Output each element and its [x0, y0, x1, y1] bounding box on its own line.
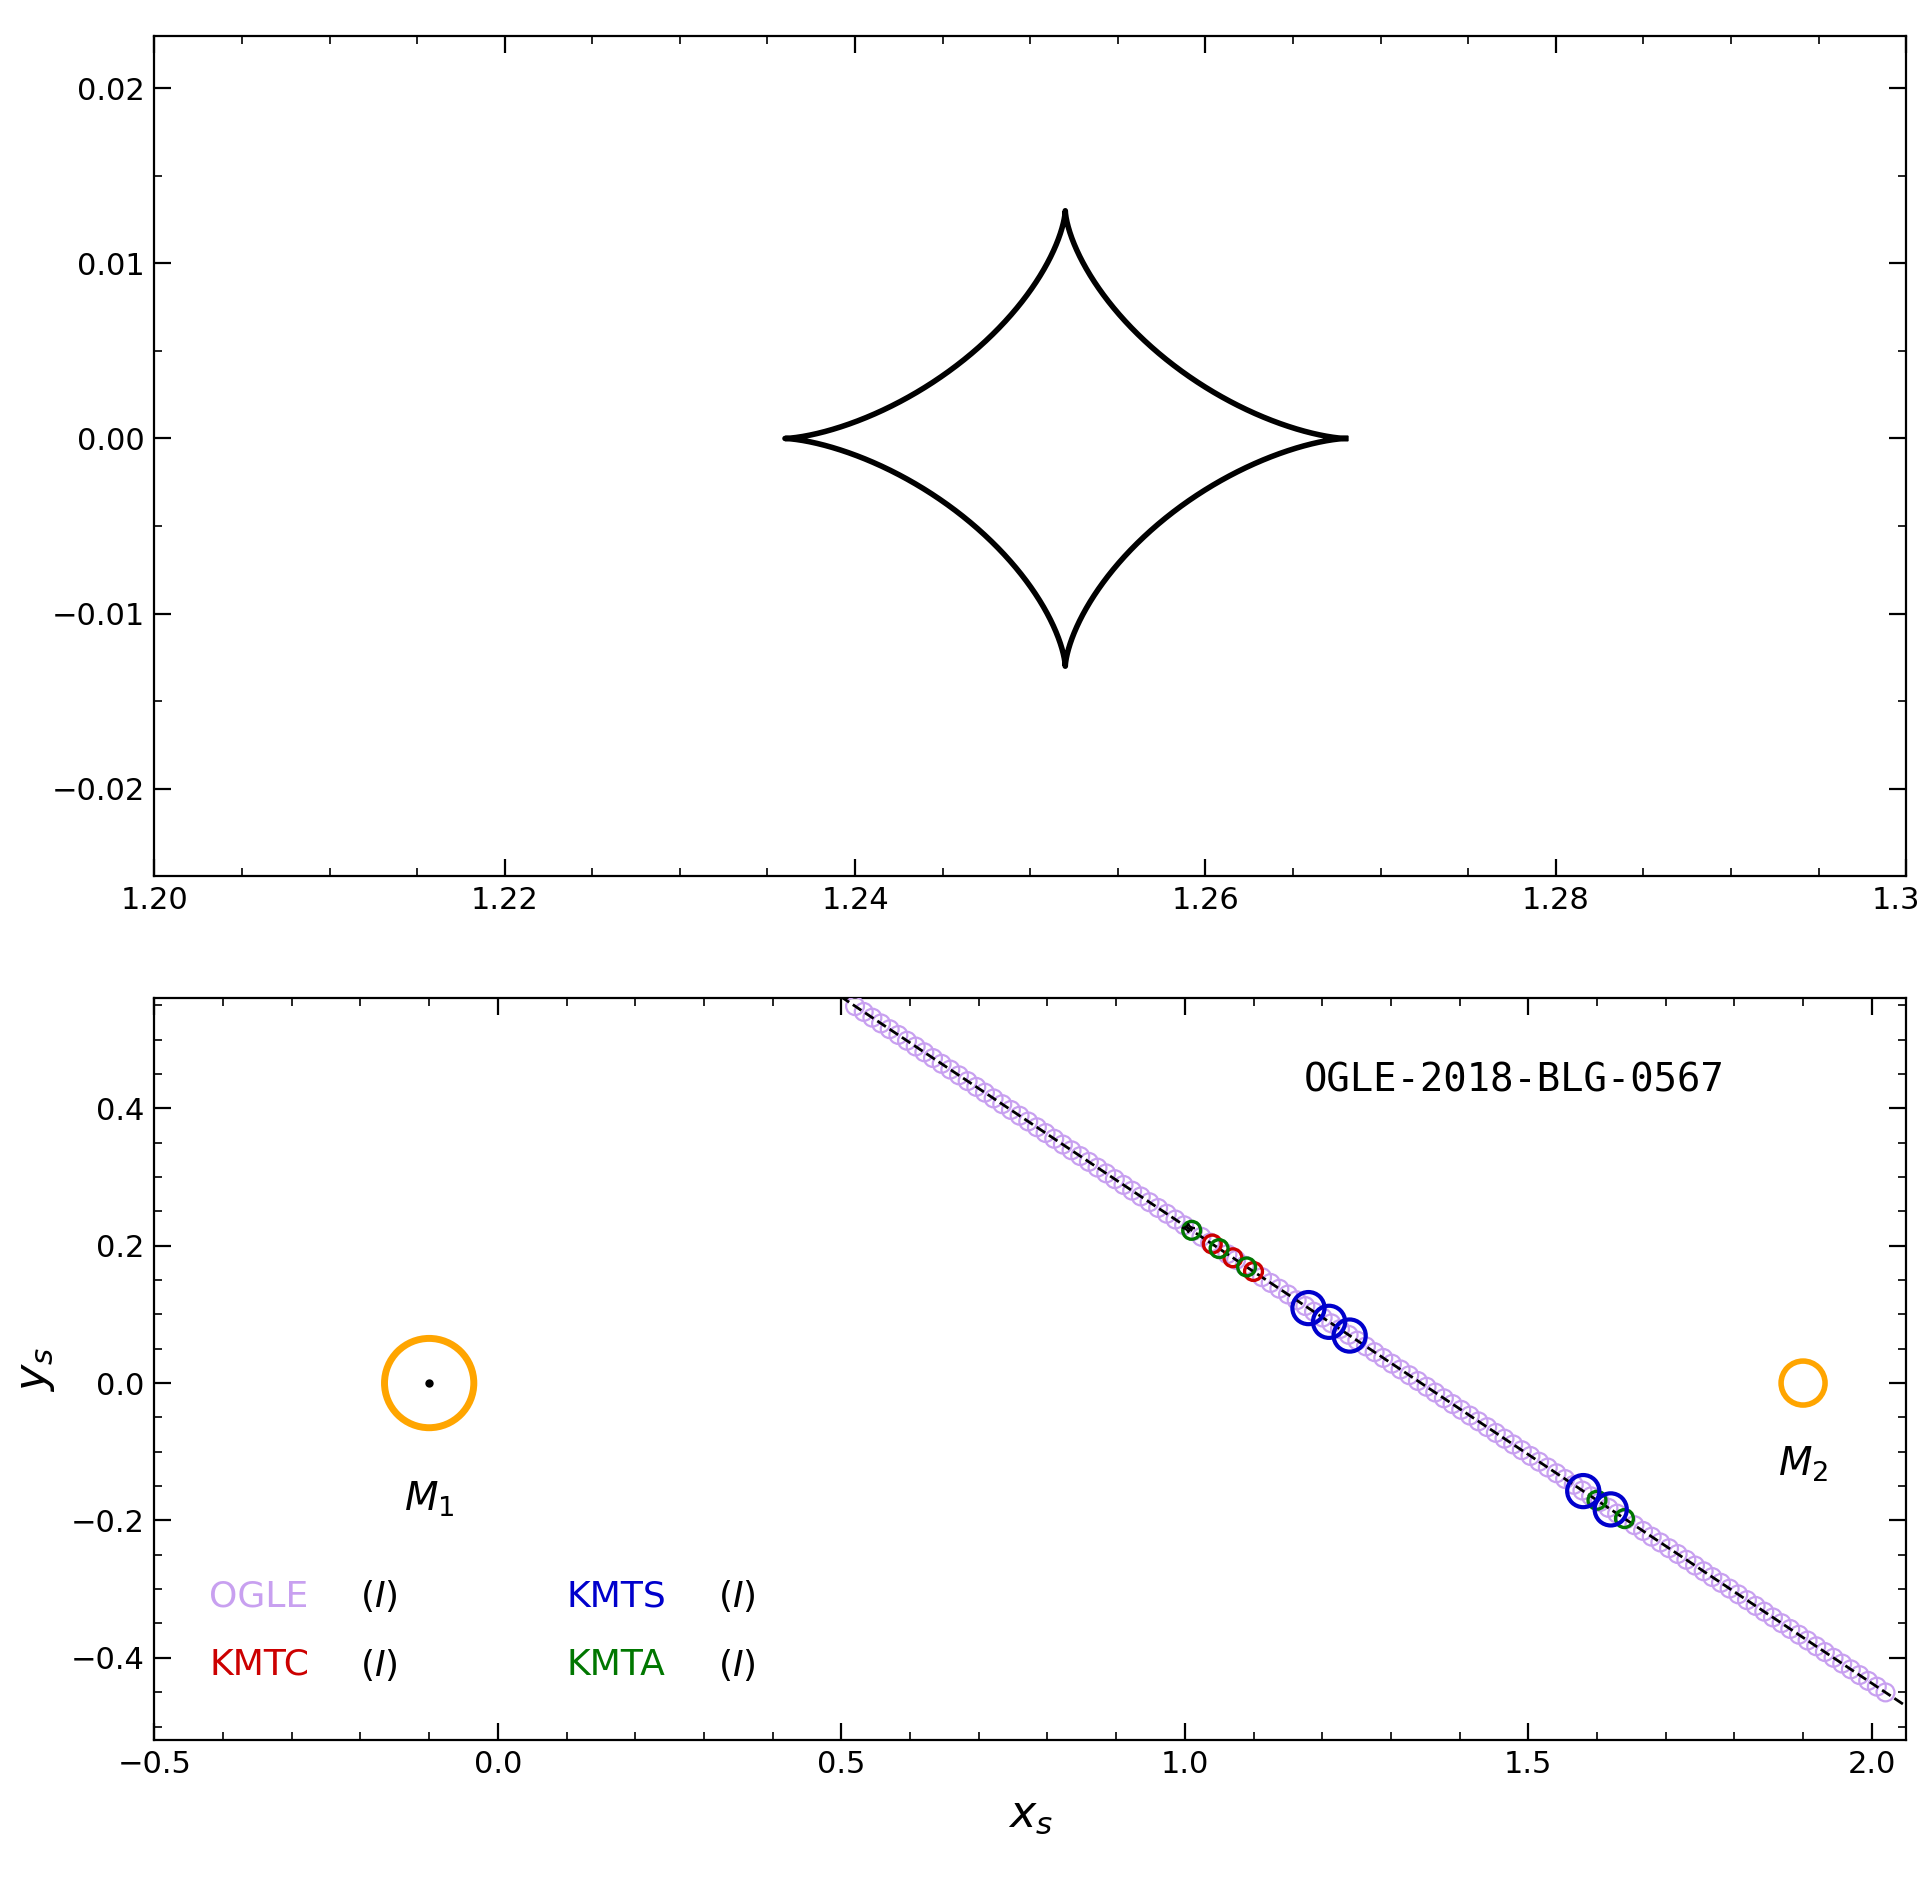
Text: KMTS: KMTS [566, 1579, 666, 1614]
Text: ($I$): ($I$) [361, 1578, 397, 1614]
Text: OGLE: OGLE [209, 1579, 309, 1614]
Y-axis label: $y_s$: $y_s$ [13, 1347, 58, 1391]
Text: $M_2$: $M_2$ [1778, 1444, 1828, 1484]
Text: ($I$): ($I$) [361, 1646, 397, 1682]
Text: ($I$): ($I$) [718, 1646, 755, 1682]
Text: ($I$): ($I$) [718, 1578, 755, 1614]
Text: $M_1$: $M_1$ [403, 1479, 455, 1519]
X-axis label: $x_s$: $x_s$ [1008, 1793, 1052, 1836]
Text: OGLE-2018-BLG-0567: OGLE-2018-BLG-0567 [1304, 1062, 1724, 1100]
Text: KMTA: KMTA [566, 1648, 666, 1682]
Text: KMTC: KMTC [209, 1648, 309, 1682]
